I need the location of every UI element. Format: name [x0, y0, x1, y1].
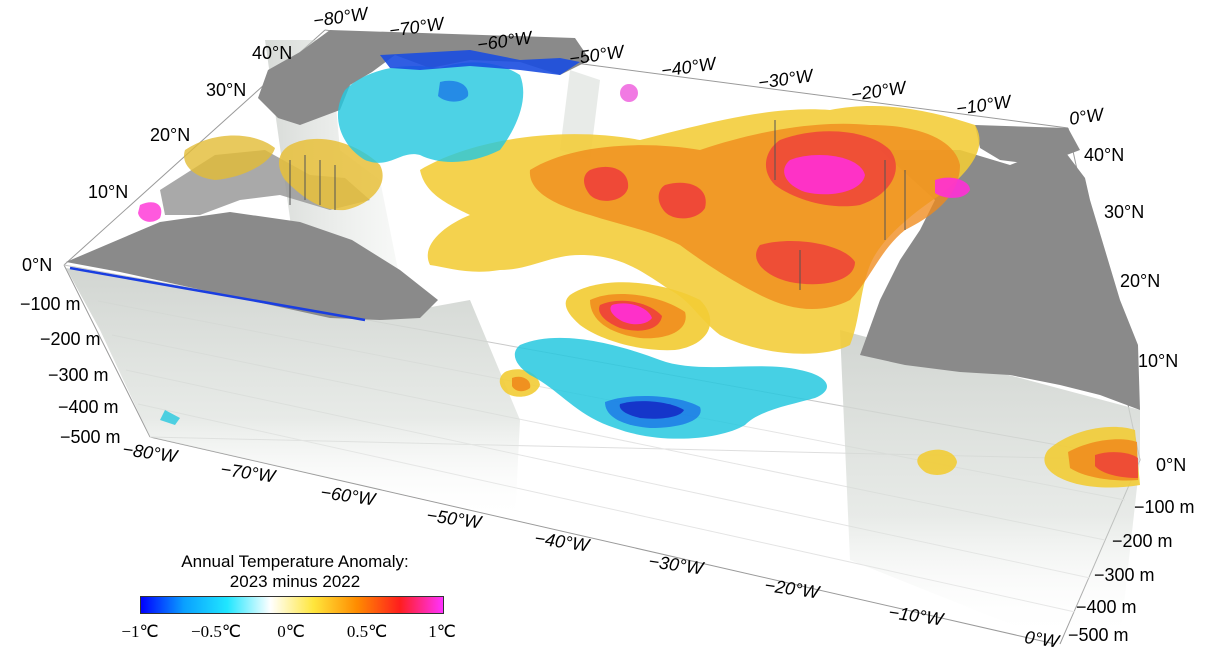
- strong-anomaly-surface-2: [584, 166, 629, 201]
- bathymetry-streaks: [289, 120, 906, 290]
- right-lat-label: 30°N: [1104, 202, 1145, 222]
- left-lat-label: 0°N: [22, 255, 53, 275]
- cold-anomaly-north-core: [380, 50, 580, 75]
- warm-blob-1-core: [512, 376, 531, 392]
- extreme-anomaly-core-2: [935, 177, 970, 198]
- right-depth-label: −500 m: [1068, 625, 1129, 645]
- right-lat-label: 40°N: [1084, 145, 1125, 165]
- right-lat-label: 10°N: [1138, 351, 1179, 371]
- extreme-anomaly-core-1: [784, 155, 865, 195]
- colorbar-title: Annual Temperature Anomaly: 2023 minus 2…: [120, 552, 470, 592]
- colorbar-title-line2: 2023 minus 2022: [229, 572, 361, 591]
- colorbar-tick: −0.5℃: [191, 622, 241, 641]
- extreme-anomaly-core-3: [620, 84, 638, 102]
- colorbar-tick: 1℃: [428, 622, 456, 641]
- warm-anomaly-west: [184, 135, 275, 180]
- left-lat-label: 30°N: [206, 80, 247, 100]
- left-depth-label: −100 m: [20, 294, 81, 314]
- right-depth-label: −400 m: [1076, 597, 1137, 617]
- right-lat-label: 0°N: [1156, 455, 1187, 475]
- left-lat-label: 20°N: [150, 125, 191, 145]
- left-depth-label: −500 m: [60, 427, 121, 447]
- strong-anomaly-surface-4: [756, 241, 855, 285]
- left-lat-label: 40°N: [252, 43, 293, 63]
- left-depth-label: −400 m: [58, 397, 119, 417]
- warm-blob-gulf-guinea-inner: [1095, 452, 1138, 478]
- right-depth-label: −200 m: [1112, 531, 1173, 551]
- top-lon-label: 0°W: [1067, 104, 1105, 129]
- colorbar-tick: −1℃: [121, 622, 159, 641]
- warm-blob-2: [917, 449, 957, 475]
- cold-anomaly-south: [514, 337, 827, 439]
- cold-anomaly-coastal: [160, 410, 180, 425]
- right-depth-label: −300 m: [1094, 565, 1155, 585]
- europe-land: [975, 125, 1080, 165]
- cold-anomaly-south-core: [619, 401, 684, 419]
- warm-eddy-core: [610, 303, 652, 325]
- equator-line: [69, 266, 366, 322]
- cold-anomaly-north-inner: [438, 80, 469, 102]
- colorbar-tick: 0.5℃: [346, 622, 388, 641]
- extreme-anomaly-coastal: [138, 202, 162, 222]
- colorbar-tick: 0℃: [277, 622, 305, 641]
- strong-anomaly-surface-3: [658, 182, 706, 219]
- south-america-land: [66, 212, 438, 320]
- left-depth-label: −300 m: [48, 365, 109, 385]
- bottom-lon-label: 0°W: [1023, 627, 1061, 652]
- right-lat-label: 20°N: [1120, 271, 1161, 291]
- colorbar: [140, 596, 444, 614]
- cold-anomaly-north: [337, 62, 524, 163]
- left-depth-label: −200 m: [40, 329, 101, 349]
- anomaly-isosurfaces: [138, 50, 1140, 488]
- right-depth-label: −100 m: [1134, 497, 1195, 517]
- left-lat-label: 10°N: [88, 182, 129, 202]
- colorbar-title-line1: Annual Temperature Anomaly:: [181, 552, 409, 571]
